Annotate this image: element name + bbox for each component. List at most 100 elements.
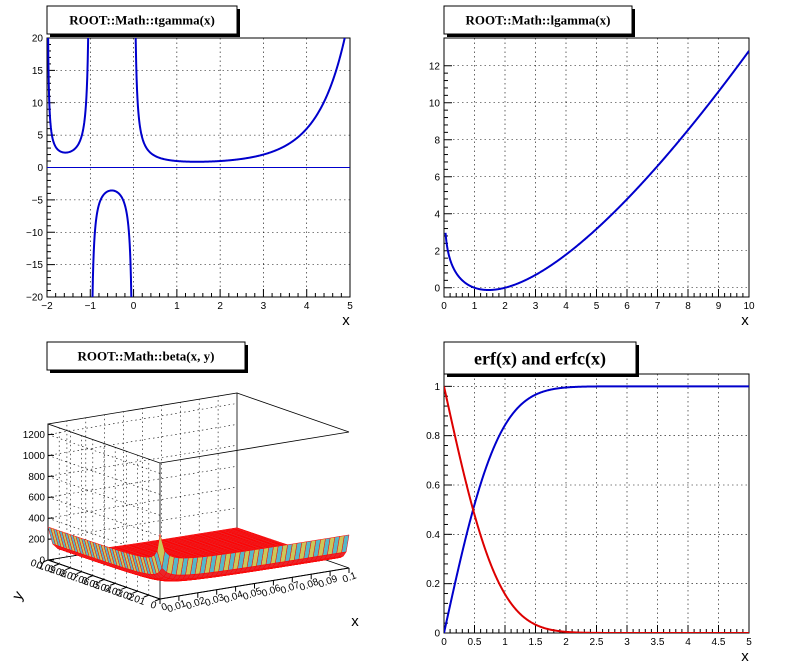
x-tick-label: 0.06 <box>260 583 282 600</box>
x-tick-label: 0.5 <box>468 637 482 648</box>
lgamma-pad: 0 1 2 3 4 5 6 7 8 9 10 0 2 4 6 8 10 12 x ROOT::Math::lgamma… <box>398 0 796 336</box>
z-tick-label: 200 <box>28 535 45 546</box>
y-major-tick <box>76 571 82 575</box>
x-axis-label: x <box>351 613 359 630</box>
z-tick-label: 400 <box>28 514 45 525</box>
x-tick-label: 1 <box>472 301 478 312</box>
beta-pad: 0 200 400 600 800 1000 1200 0 0.01 0.02 0.03 0.04 0.… <box>0 336 398 672</box>
x-tick-label: 0.08 <box>298 577 320 594</box>
lgamma-ticks <box>443 65 750 297</box>
y-tick-label: 0 <box>37 163 43 174</box>
x-tick-label: 5 <box>347 301 353 312</box>
lgamma-frame <box>443 37 750 298</box>
y-tick-label: 0.1 <box>29 558 46 573</box>
x-tick-label: 0.09 <box>317 573 339 590</box>
x-tick-label: 3.5 <box>651 637 665 648</box>
y-tick-label: 0 <box>434 629 440 640</box>
beta-title-box <box>46 341 246 371</box>
x-tick-label: 1.5 <box>529 637 543 648</box>
x-tick-label: 5 <box>594 301 600 312</box>
y-major-tick <box>87 575 93 579</box>
tgamma-series-tgamma <box>47 38 346 297</box>
lgamma-grid <box>444 38 749 297</box>
x-tick-label: 2 <box>502 301 508 312</box>
lgamma-title-box <box>443 5 633 35</box>
beta-surface-chart: 02004006008001000120000.010.020.030.040.… <box>9 341 359 630</box>
x-tick-label: 0.01 <box>166 598 188 615</box>
erf-title: erf(x) and erfc(x) <box>474 348 606 369</box>
y-tick-label: 6 <box>434 172 440 183</box>
y-tick-label: 0.4 <box>426 530 440 541</box>
erf-pad: 0 0.5 1 1.5 2 2.5 3 3.5 4 4.5 5 0 0.2 0.4 0.6 0.8 1 x erf(… <box>398 336 796 672</box>
x-tick-label: 0.02 <box>185 595 207 612</box>
x-tick-label: 0.07 <box>279 580 301 597</box>
erf-title-box <box>443 341 637 375</box>
x-tick-label: 2 <box>563 637 569 648</box>
y-major-tick <box>110 582 116 586</box>
x-axis-label: x <box>741 648 749 665</box>
x-axis-label: x <box>741 312 749 329</box>
x-tick-label: 0 <box>441 637 447 648</box>
z-tick-label: 600 <box>28 493 45 504</box>
tgamma-title-box <box>46 5 238 35</box>
y-tick-label: −5 <box>32 195 44 206</box>
x-tick-label: 0 <box>441 301 447 312</box>
erf-series-erf <box>444 385 749 633</box>
y-tick-label: 2 <box>434 246 440 257</box>
x-tick-label: 2 <box>217 301 223 312</box>
surface-cell <box>156 534 165 569</box>
x-tick-label: 5 <box>746 637 752 648</box>
x-tick-label: 4.5 <box>712 637 726 648</box>
x-tick-label: 3 <box>624 637 630 648</box>
y-tick-label: 4 <box>434 209 440 220</box>
y-tick-label: 10 <box>429 98 441 109</box>
z-tick-label: 0 <box>39 556 45 567</box>
y-tick-label: 8 <box>434 135 440 146</box>
x-tick-label: 2.5 <box>590 637 604 648</box>
lgamma-series-lgamma <box>444 50 749 291</box>
lgamma-chart: 0 1 2 3 4 5 6 7 8 9 10024681012xROOT::Math::lgamma… <box>429 5 755 329</box>
y-tick-label: −20 <box>26 293 43 304</box>
x-tick-label: 0 <box>131 301 137 312</box>
tgamma-pad: −2 −1 0 1 2 3 4 5 −20 −15 −10 −5 0 5 10 15 20 x ROOT::Math… <box>0 0 398 336</box>
x-tick-label: 9 <box>716 301 722 312</box>
z-tick-label: 1000 <box>23 451 46 462</box>
beta-title: ROOT::Math::beta(x, y) <box>78 349 215 364</box>
x-tick-label: 3 <box>261 301 267 312</box>
y-major-tick <box>121 586 127 590</box>
y-tick-label: 1 <box>434 382 440 393</box>
x-tick-label: 0 <box>160 601 169 613</box>
tgamma-title: ROOT::Math::tgamma(x) <box>69 13 215 28</box>
top-front-edge <box>159 431 350 464</box>
y-major-tick <box>98 579 105 582</box>
y-tick-label: 15 <box>32 66 44 77</box>
y-tick-label: −15 <box>26 260 43 271</box>
y-tick-label: 0.2 <box>426 579 440 590</box>
x-tick-label: 8 <box>685 301 691 312</box>
y-tick-label: 0 <box>434 283 440 294</box>
y-major-tick <box>54 563 60 567</box>
x-axis-label: x <box>342 312 350 329</box>
x-tick-label: 3 <box>533 301 539 312</box>
tgamma-chart: −2 −1 0 1 2 3 4 5−20−15−10−505101520xROOT::Math… <box>26 5 353 329</box>
erf-grid <box>444 374 749 633</box>
y-major-tick <box>42 559 49 563</box>
y-tick-label: 0.8 <box>426 431 440 442</box>
y-major-tick <box>65 567 71 571</box>
top-right-edge <box>236 392 350 433</box>
x-tick-label: 0.04 <box>223 589 245 606</box>
x-tick-label: 4 <box>563 301 569 312</box>
x-tick-label: −1 <box>85 301 97 312</box>
lgamma-title: ROOT::Math::lgamma(x) <box>466 13 611 28</box>
z-tick-label: 1200 <box>23 430 46 441</box>
beta-wall-grid <box>47 396 238 596</box>
y-tick-label: 12 <box>429 61 441 72</box>
x-tick-label: 1 <box>502 637 508 648</box>
erf-frame <box>443 373 750 634</box>
x-tick-label: 0.05 <box>241 586 263 603</box>
x-tick-label: 0.1 <box>341 570 358 585</box>
x-tick-label: 7 <box>655 301 661 312</box>
y-axis-label: y <box>9 588 28 603</box>
x-tick-label: 4 <box>685 637 691 648</box>
erf-series-erfc <box>444 386 749 633</box>
